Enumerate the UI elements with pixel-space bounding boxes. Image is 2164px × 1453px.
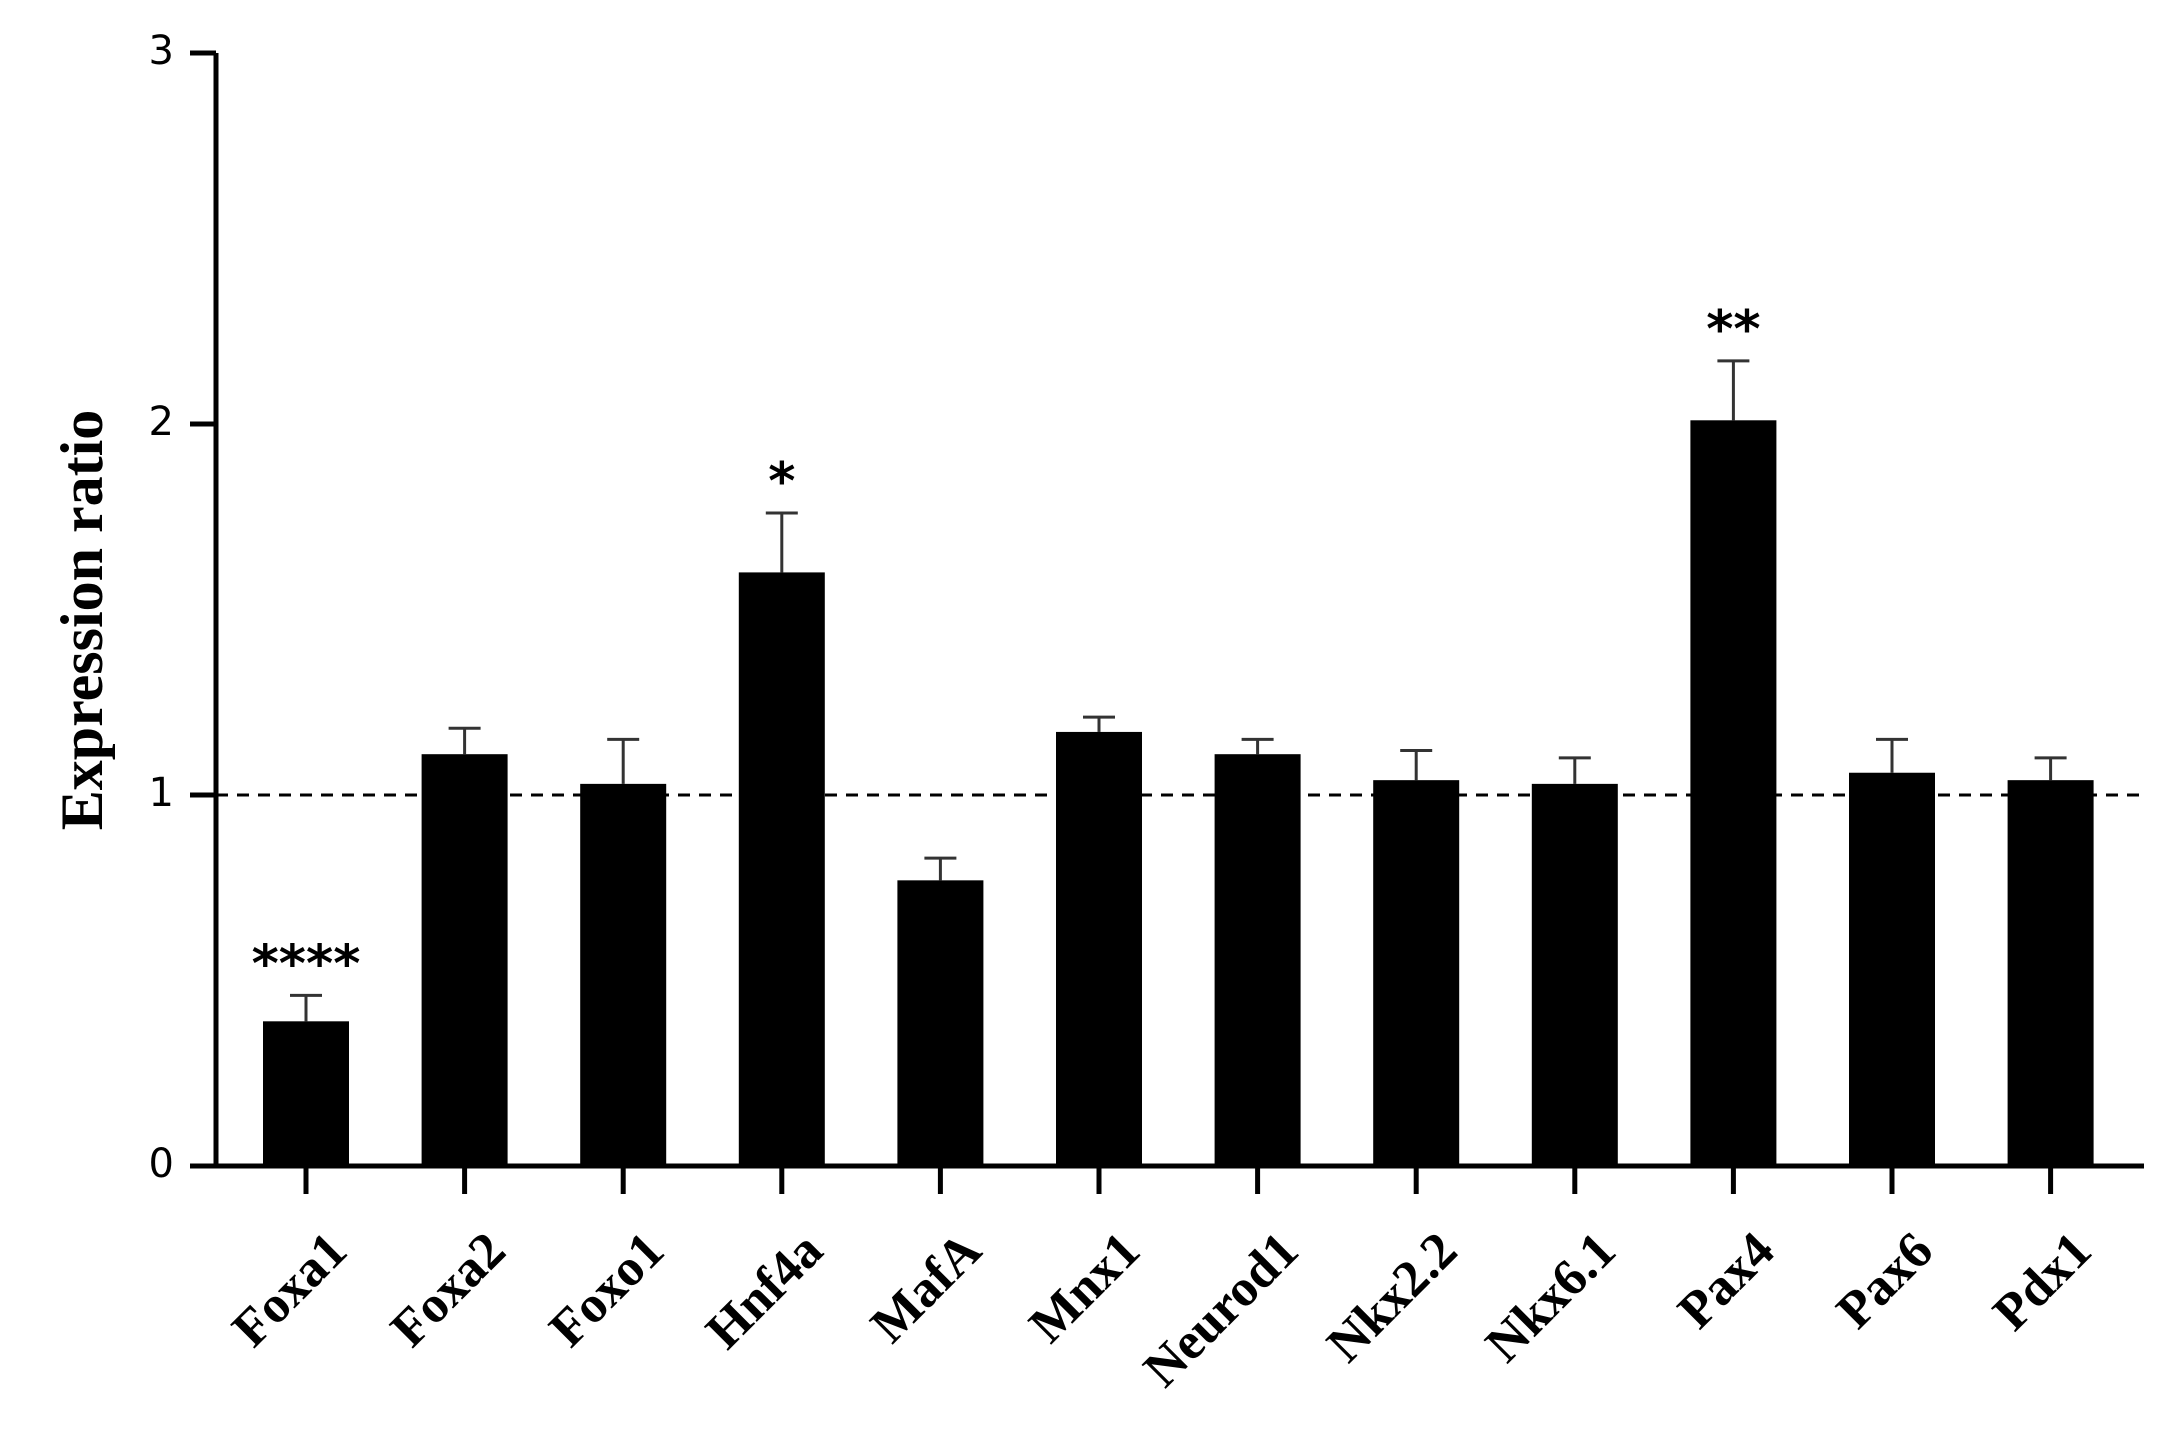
x-tick-label: Pax4 — [1667, 1222, 1785, 1340]
bar — [263, 1021, 349, 1166]
bar — [580, 783, 667, 1166]
bar — [421, 754, 508, 1166]
bar — [897, 880, 984, 1166]
x-tick-label: Neurod1 — [1133, 1222, 1310, 1399]
x-tick-label: Nkx2.2 — [1316, 1222, 1468, 1374]
bar — [1056, 731, 1142, 1166]
bar — [1214, 754, 1301, 1166]
bar — [2007, 780, 2094, 1166]
significance-label: **** — [252, 934, 361, 994]
bar — [1531, 783, 1618, 1166]
y-tick-label: 2 — [149, 399, 174, 445]
y-axis-title: Expression ratio — [49, 410, 115, 831]
bar — [738, 572, 825, 1166]
x-tick-label: MafA — [860, 1221, 993, 1354]
x-tick-label: Pdx1 — [1983, 1222, 2103, 1342]
significance-label: ** — [1706, 300, 1760, 360]
x-tick-label: Foxa1 — [222, 1222, 358, 1358]
y-tick-label: 3 — [149, 28, 174, 74]
x-tick-label: Foxo1 — [539, 1222, 675, 1358]
x-tick-label: Hnf4a — [695, 1222, 833, 1360]
x-tick-label: Foxa2 — [380, 1222, 516, 1358]
bar — [1690, 420, 1777, 1166]
bar — [1373, 780, 1460, 1166]
bar — [1849, 772, 1935, 1166]
significance-label: * — [768, 452, 795, 512]
x-tick-label: Mnx1 — [1019, 1222, 1151, 1354]
x-tick-label: Pax6 — [1826, 1222, 1944, 1340]
x-tick-label: Nkx6.1 — [1475, 1222, 1627, 1374]
y-tick-label: 0 — [149, 1141, 174, 1187]
y-tick-label: 1 — [149, 770, 174, 816]
